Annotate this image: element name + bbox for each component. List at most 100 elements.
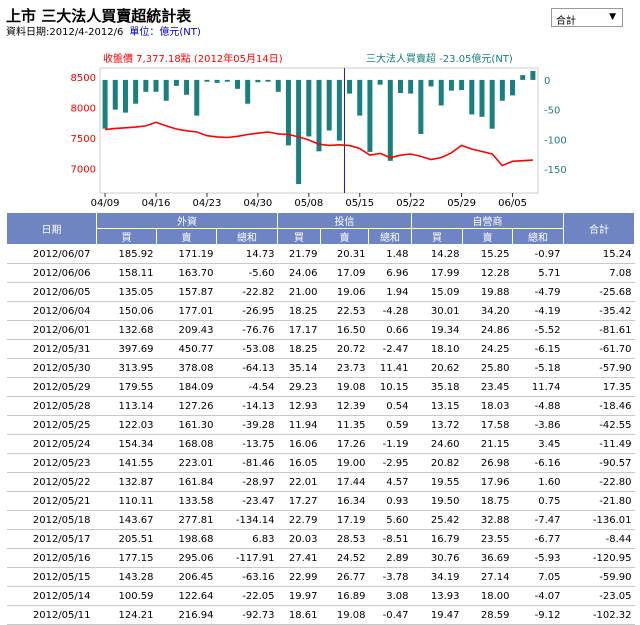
table-cell: -13.75 <box>216 434 278 454</box>
cell-date: 2012/05/17 <box>6 529 97 549</box>
type-select[interactable]: 合計 ▼ <box>551 8 623 27</box>
col-foreign-sell: 賣 <box>156 228 217 245</box>
table-cell: -120.95 <box>563 548 635 568</box>
table-cell: -21.80 <box>563 491 635 511</box>
table-row: 2012/06/07 185.92 171.19 14.73 21.79 20.31 1.4… <box>6 244 635 264</box>
cell-date: 2012/05/30 <box>6 358 97 378</box>
net-bar <box>122 79 128 113</box>
table-cell: -39.28 <box>216 415 278 435</box>
table-cell: 23.45 <box>462 377 513 397</box>
table-cell: 15.25 <box>462 244 513 264</box>
table-cell: 100.59 <box>96 586 157 606</box>
table-cell: 32.88 <box>462 510 513 530</box>
table-cell: -57.90 <box>563 358 635 378</box>
page-title: 上市 三大法人買賣超統計表 <box>6 7 192 25</box>
table-cell: 19.08 <box>320 377 369 397</box>
type-select-value: 合計 <box>556 16 576 27</box>
table-cell: 20.03 <box>277 529 321 549</box>
table-cell: 19.97 <box>277 586 321 606</box>
net-bar <box>347 79 353 94</box>
table-cell: 0.59 <box>368 415 412 435</box>
table-cell: 28.59 <box>462 605 513 625</box>
col-dealer-sum: 總和 <box>511 228 565 245</box>
table-cell: 21.79 <box>277 244 321 264</box>
table-cell: 198.68 <box>156 529 217 549</box>
table-cell: -4.19 <box>512 301 564 321</box>
cell-date: 2012/05/28 <box>6 396 97 416</box>
table-cell: 7.05 <box>512 567 564 587</box>
net-bar <box>448 79 454 91</box>
cell-date: 2012/05/14 <box>6 586 97 606</box>
table-cell: -23.47 <box>216 491 278 511</box>
table-cell: 143.28 <box>96 567 157 587</box>
net-bar <box>336 79 342 141</box>
table-cell: 21.00 <box>277 282 321 302</box>
x-tick-label: 06/05 <box>498 198 527 209</box>
col-group-foreign: 外資 <box>96 212 278 229</box>
table-cell: 12.93 <box>277 396 321 416</box>
cell-date: 2012/06/05 <box>6 282 97 302</box>
table-cell: 19.88 <box>462 282 513 302</box>
y-left-tick-label: 7500 <box>71 134 96 145</box>
table-cell: 22.99 <box>277 567 321 587</box>
net-bar <box>102 79 108 129</box>
table-cell: 30.01 <box>411 301 463 321</box>
net-bar <box>163 79 169 101</box>
table-cell: 13.93 <box>411 586 463 606</box>
table-cell: 1.94 <box>368 282 412 302</box>
x-tick-label: 04/30 <box>243 198 272 209</box>
table-cell: 11.41 <box>368 358 412 378</box>
net-bar <box>397 79 403 93</box>
table-cell: 16.89 <box>320 586 369 606</box>
table-cell: -4.79 <box>512 282 564 302</box>
cell-date: 2012/05/31 <box>6 339 97 359</box>
table-cell: 17.44 <box>320 472 369 492</box>
col-dealer-sell: 賣 <box>462 228 513 245</box>
table-cell: 16.06 <box>277 434 321 454</box>
net-bar <box>520 75 526 80</box>
table-cell: -25.68 <box>563 282 635 302</box>
y-left-tick-label: 7000 <box>71 165 96 176</box>
table-cell: 24.86 <box>462 320 513 340</box>
table-cell: -2.95 <box>368 453 412 473</box>
table-cell: -5.93 <box>512 548 564 568</box>
net-bar <box>438 79 444 106</box>
table-cell: 19.08 <box>320 605 369 625</box>
table-cell: 16.50 <box>320 320 369 340</box>
table-row: 2012/06/01 132.68 209.43 -76.76 17.17 16.50 0.… <box>6 320 635 340</box>
chevron-down-icon: ▼ <box>609 12 616 22</box>
table-cell: -136.01 <box>563 510 635 530</box>
table-cell: 184.09 <box>156 377 217 397</box>
net-bar <box>112 79 118 110</box>
table-cell: 35.18 <box>411 377 463 397</box>
table-cell: 0.54 <box>368 396 412 416</box>
cell-date: 2012/06/07 <box>6 244 97 264</box>
x-tick-label: 04/16 <box>142 198 171 209</box>
price-legend-label: 收盤價 7,377.18點 (2012年05月14日) <box>103 52 283 65</box>
table-cell: 122.03 <box>96 415 157 435</box>
table-cell: -2.47 <box>368 339 412 359</box>
table-cell: -6.16 <box>512 453 564 473</box>
chart: 收盤價 7,377.18點 (2012年05月14日) 三大法人買賣超 -23.… <box>71 52 567 209</box>
table-cell: 177.01 <box>156 301 217 321</box>
table-cell: 20.82 <box>411 453 463 473</box>
table-cell: 19.34 <box>411 320 463 340</box>
table-cell: -5.52 <box>512 320 564 340</box>
table-cell: -63.16 <box>216 567 278 587</box>
table-cell: 223.01 <box>156 453 217 473</box>
net-bar <box>153 79 159 92</box>
table-cell: -42.55 <box>563 415 635 435</box>
table-cell: 143.67 <box>96 510 157 530</box>
table-cell: 19.06 <box>320 282 369 302</box>
table-cell: 12.28 <box>462 263 513 283</box>
table-cell: -90.57 <box>563 453 635 473</box>
cell-date: 2012/05/24 <box>6 434 97 454</box>
table-cell: 113.14 <box>96 396 157 416</box>
net-bar <box>204 79 210 82</box>
table-cell: 6.96 <box>368 263 412 283</box>
table-cell: 161.84 <box>156 472 217 492</box>
cell-date: 2012/05/11 <box>6 605 97 625</box>
col-total: 合計 <box>563 212 636 245</box>
table-cell: -23.05 <box>563 586 635 606</box>
table-cell: 122.64 <box>156 586 217 606</box>
